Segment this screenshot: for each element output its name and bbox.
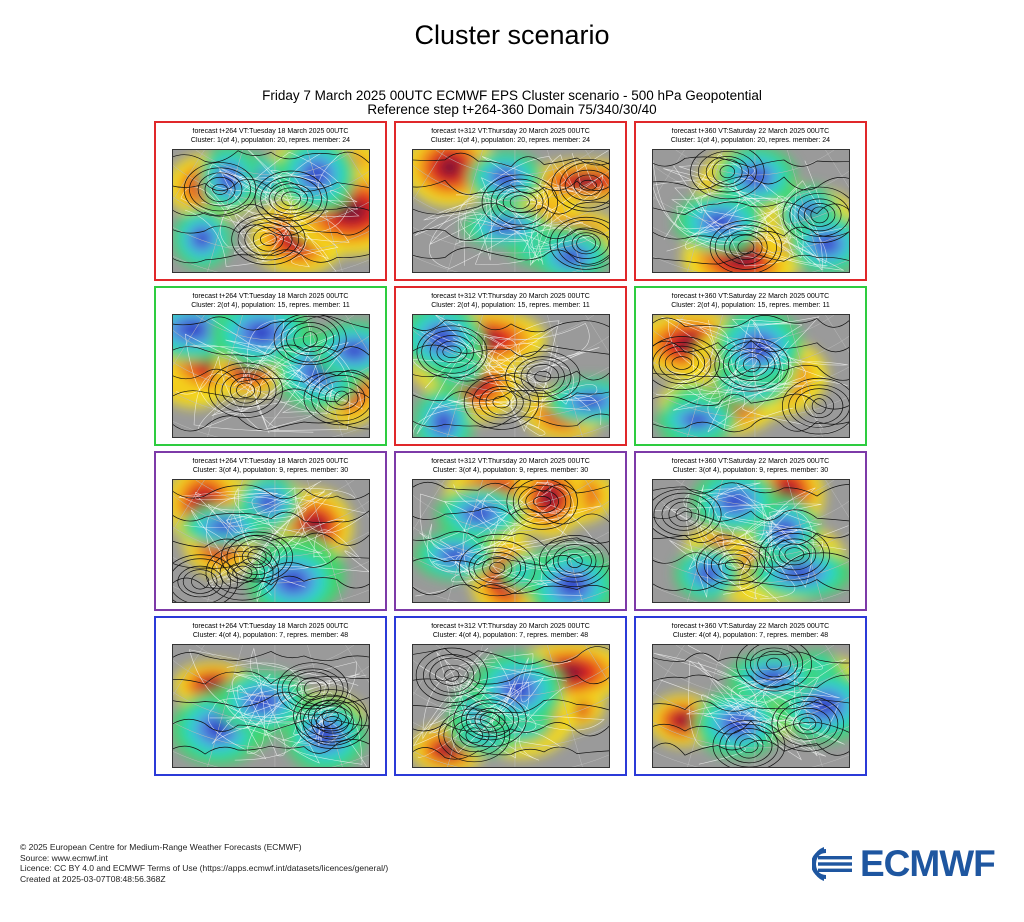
cluster-panel[interactable]: forecast t+264 VT:Tuesday 18 March 2025 … (154, 121, 387, 281)
panel-forecast-label: forecast t+312 VT:Thursday 20 March 2025… (431, 128, 590, 135)
plot-title: Friday 7 March 2025 00UTC ECMWF EPS Clus… (0, 89, 1024, 117)
panel-cluster-label: Cluster: 3(of 4), population: 9, repres.… (192, 467, 349, 474)
panel-cluster-label: Cluster: 2(of 4), population: 15, repres… (431, 302, 590, 309)
panel-forecast-label: forecast t+312 VT:Thursday 20 March 2025… (431, 293, 590, 300)
geopotential-map (652, 149, 850, 273)
panel-cluster-label: Cluster: 4(of 4), population: 7, repres.… (672, 632, 829, 639)
panel-cluster-label: Cluster: 3(of 4), population: 9, repres.… (432, 467, 589, 474)
panel-forecast-label: forecast t+360 VT:Saturday 22 March 2025… (671, 293, 830, 300)
geopotential-map (652, 314, 850, 438)
ecmwf-logo: ECMWF (812, 843, 1008, 884)
geopotential-map (412, 479, 610, 603)
page-title: Cluster scenario (414, 20, 610, 50)
cluster-panel[interactable]: forecast t+264 VT:Tuesday 18 March 2025 … (154, 451, 387, 611)
panel-forecast-label: forecast t+264 VT:Tuesday 18 March 2025 … (192, 293, 349, 300)
plot-title-line-2: Reference step t+264-360 Domain 75/340/3… (367, 102, 657, 117)
geopotential-map (652, 479, 850, 603)
geopotential-map (172, 314, 370, 438)
panel-cluster-label: Cluster: 1(of 4), population: 20, repres… (670, 137, 831, 144)
geopotential-map (172, 149, 370, 273)
panel-forecast-label: forecast t+312 VT:Thursday 20 March 2025… (431, 623, 590, 630)
panel-forecast-label: forecast t+360 VT:Saturday 22 March 2025… (671, 623, 830, 630)
footer-created: Created at 2025-03-07T08:48:56.368Z (20, 873, 166, 884)
geopotential-map (412, 149, 610, 273)
cluster-panel[interactable]: forecast t+312 VT:Thursday 20 March 2025… (394, 121, 627, 281)
geopotential-map (652, 644, 850, 768)
cluster-panel-grid: forecast t+264 VT:Tuesday 18 March 2025 … (154, 121, 867, 776)
panel-cluster-label: Cluster: 2(of 4), population: 15, repres… (191, 302, 350, 309)
footer-source: Source: www.ecmwf.int (20, 852, 108, 863)
geopotential-map (412, 314, 610, 438)
panel-forecast-label: forecast t+264 VT:Tuesday 18 March 2025 … (192, 128, 349, 135)
cluster-panel[interactable]: forecast t+264 VT:Tuesday 18 March 2025 … (154, 286, 387, 446)
footer-licence: Licence: CC BY 4.0 and ECMWF Terms of Us… (20, 863, 389, 873)
panel-cluster-label: Cluster: 2(of 4), population: 15, repres… (671, 302, 830, 309)
panel-forecast-label: forecast t+312 VT:Thursday 20 March 2025… (431, 458, 590, 465)
plot-title-line-1: Friday 7 March 2025 00UTC ECMWF EPS Clus… (262, 88, 762, 103)
footer-credits: © 2025 European Centre for Medium-Range … (20, 842, 388, 884)
cluster-panel[interactable]: forecast t+312 VT:Thursday 20 March 2025… (394, 286, 627, 446)
cluster-panel[interactable]: forecast t+360 VT:Saturday 22 March 2025… (634, 451, 867, 611)
panel-cluster-label: Cluster: 4(of 4), population: 7, repres.… (432, 632, 589, 639)
ecmwf-logo-text: ECMWF (860, 843, 996, 884)
ecmwf-logo-icon (812, 846, 858, 882)
panel-cluster-label: Cluster: 4(of 4), population: 7, repres.… (192, 632, 349, 639)
footer-copyright: © 2025 European Centre for Medium-Range … (20, 842, 302, 852)
panel-forecast-label: forecast t+360 VT:Saturday 22 March 2025… (671, 128, 830, 135)
geopotential-map (172, 479, 370, 603)
cluster-panel[interactable]: forecast t+264 VT:Tuesday 18 March 2025 … (154, 616, 387, 776)
panel-forecast-label: forecast t+360 VT:Saturday 22 March 2025… (671, 458, 830, 465)
cluster-panel[interactable]: forecast t+360 VT:Saturday 22 March 2025… (634, 121, 867, 281)
cluster-panel[interactable]: forecast t+360 VT:Saturday 22 March 2025… (634, 286, 867, 446)
cluster-panel[interactable]: forecast t+360 VT:Saturday 22 March 2025… (634, 616, 867, 776)
geopotential-map (172, 644, 370, 768)
panel-cluster-label: Cluster: 1(of 4), population: 20, repres… (190, 137, 351, 144)
panel-cluster-label: Cluster: 3(of 4), population: 9, repres.… (672, 467, 829, 474)
geopotential-map (412, 644, 610, 768)
panel-forecast-label: forecast t+264 VT:Tuesday 18 March 2025 … (192, 458, 349, 465)
cluster-panel[interactable]: forecast t+312 VT:Thursday 20 March 2025… (394, 451, 627, 611)
panel-cluster-label: Cluster: 1(of 4), population: 20, repres… (430, 137, 591, 144)
panel-forecast-label: forecast t+264 VT:Tuesday 18 March 2025 … (192, 623, 349, 630)
cluster-panel[interactable]: forecast t+312 VT:Thursday 20 March 2025… (394, 616, 627, 776)
